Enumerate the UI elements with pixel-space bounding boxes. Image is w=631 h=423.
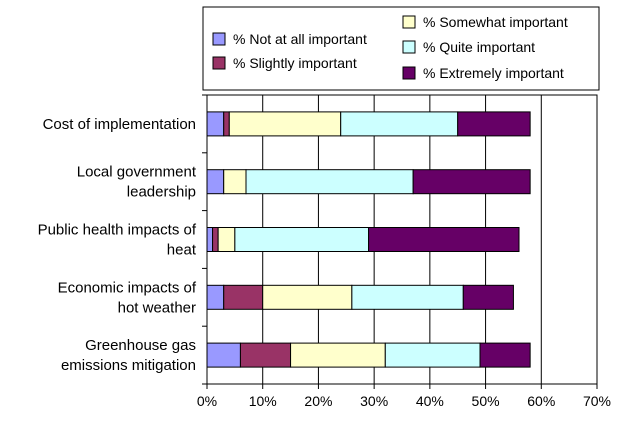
x-tick-label: 70% (583, 393, 611, 409)
y-category-label: heat (167, 242, 197, 259)
bar-segment (206, 227, 214, 252)
axes: 0% 10% 20% 30% 40% 50% 60% 70% Cost of implement… (38, 94, 611, 409)
legend-label: % Slightly important (233, 55, 357, 71)
bar-segment (228, 111, 342, 137)
bar-segment (217, 227, 236, 252)
bar-segment (223, 284, 264, 310)
y-category-label: Economic impacts of (58, 279, 197, 296)
x-tick-label: 40% (416, 393, 444, 409)
legend-swatch (402, 66, 416, 80)
legend-label: % Not at all important (233, 31, 367, 47)
bar-segment (479, 342, 531, 368)
y-category-label: Public health impacts of (38, 222, 197, 239)
bar-segment (206, 111, 225, 137)
bar-segment (351, 284, 464, 310)
bar-segment (340, 111, 459, 137)
y-category-label: leadership (127, 184, 196, 201)
y-category-label: Cost of implementation (43, 116, 196, 133)
legend-label: % Quite important (423, 39, 535, 55)
legend-swatch (402, 15, 416, 29)
bar-segment (290, 342, 386, 368)
y-category-label: emissions mitigation (61, 357, 196, 374)
x-tick-label: 50% (472, 393, 500, 409)
bar-segment (212, 227, 219, 252)
bar-segment (223, 169, 247, 195)
bar-segment (384, 342, 481, 368)
bar-segment (206, 284, 225, 310)
bar-segment (234, 227, 370, 252)
x-tick-label: 20% (304, 393, 332, 409)
y-category-label: Greenhouse gas (85, 337, 196, 354)
x-tick-label: 10% (249, 393, 277, 409)
bar-segment (223, 111, 230, 137)
bar-segment (412, 169, 531, 195)
x-tick-label: 0% (197, 393, 217, 409)
legend-label: % Extremely important (423, 65, 564, 81)
bar-segment (457, 111, 531, 137)
bar-segment (206, 342, 241, 368)
legend-swatch (402, 40, 416, 54)
x-tick-label: 30% (360, 393, 388, 409)
legend-box (202, 6, 600, 91)
legend-swatch (212, 56, 226, 70)
bar-segment (462, 284, 514, 310)
legend-label: % Somewhat important (423, 14, 568, 30)
x-tick-label: 60% (527, 393, 555, 409)
y-category-label: hot weather (118, 299, 196, 316)
bar-segment (262, 284, 353, 310)
y-category-label: Local government (77, 164, 197, 181)
bars (206, 111, 531, 368)
legend: % Not at all important % Slightly importa… (202, 6, 600, 91)
bar-segment (368, 227, 520, 252)
bar-segment (239, 342, 292, 368)
bar-segment (245, 169, 414, 195)
bar-segment (206, 169, 225, 195)
legend-swatch (212, 32, 226, 46)
